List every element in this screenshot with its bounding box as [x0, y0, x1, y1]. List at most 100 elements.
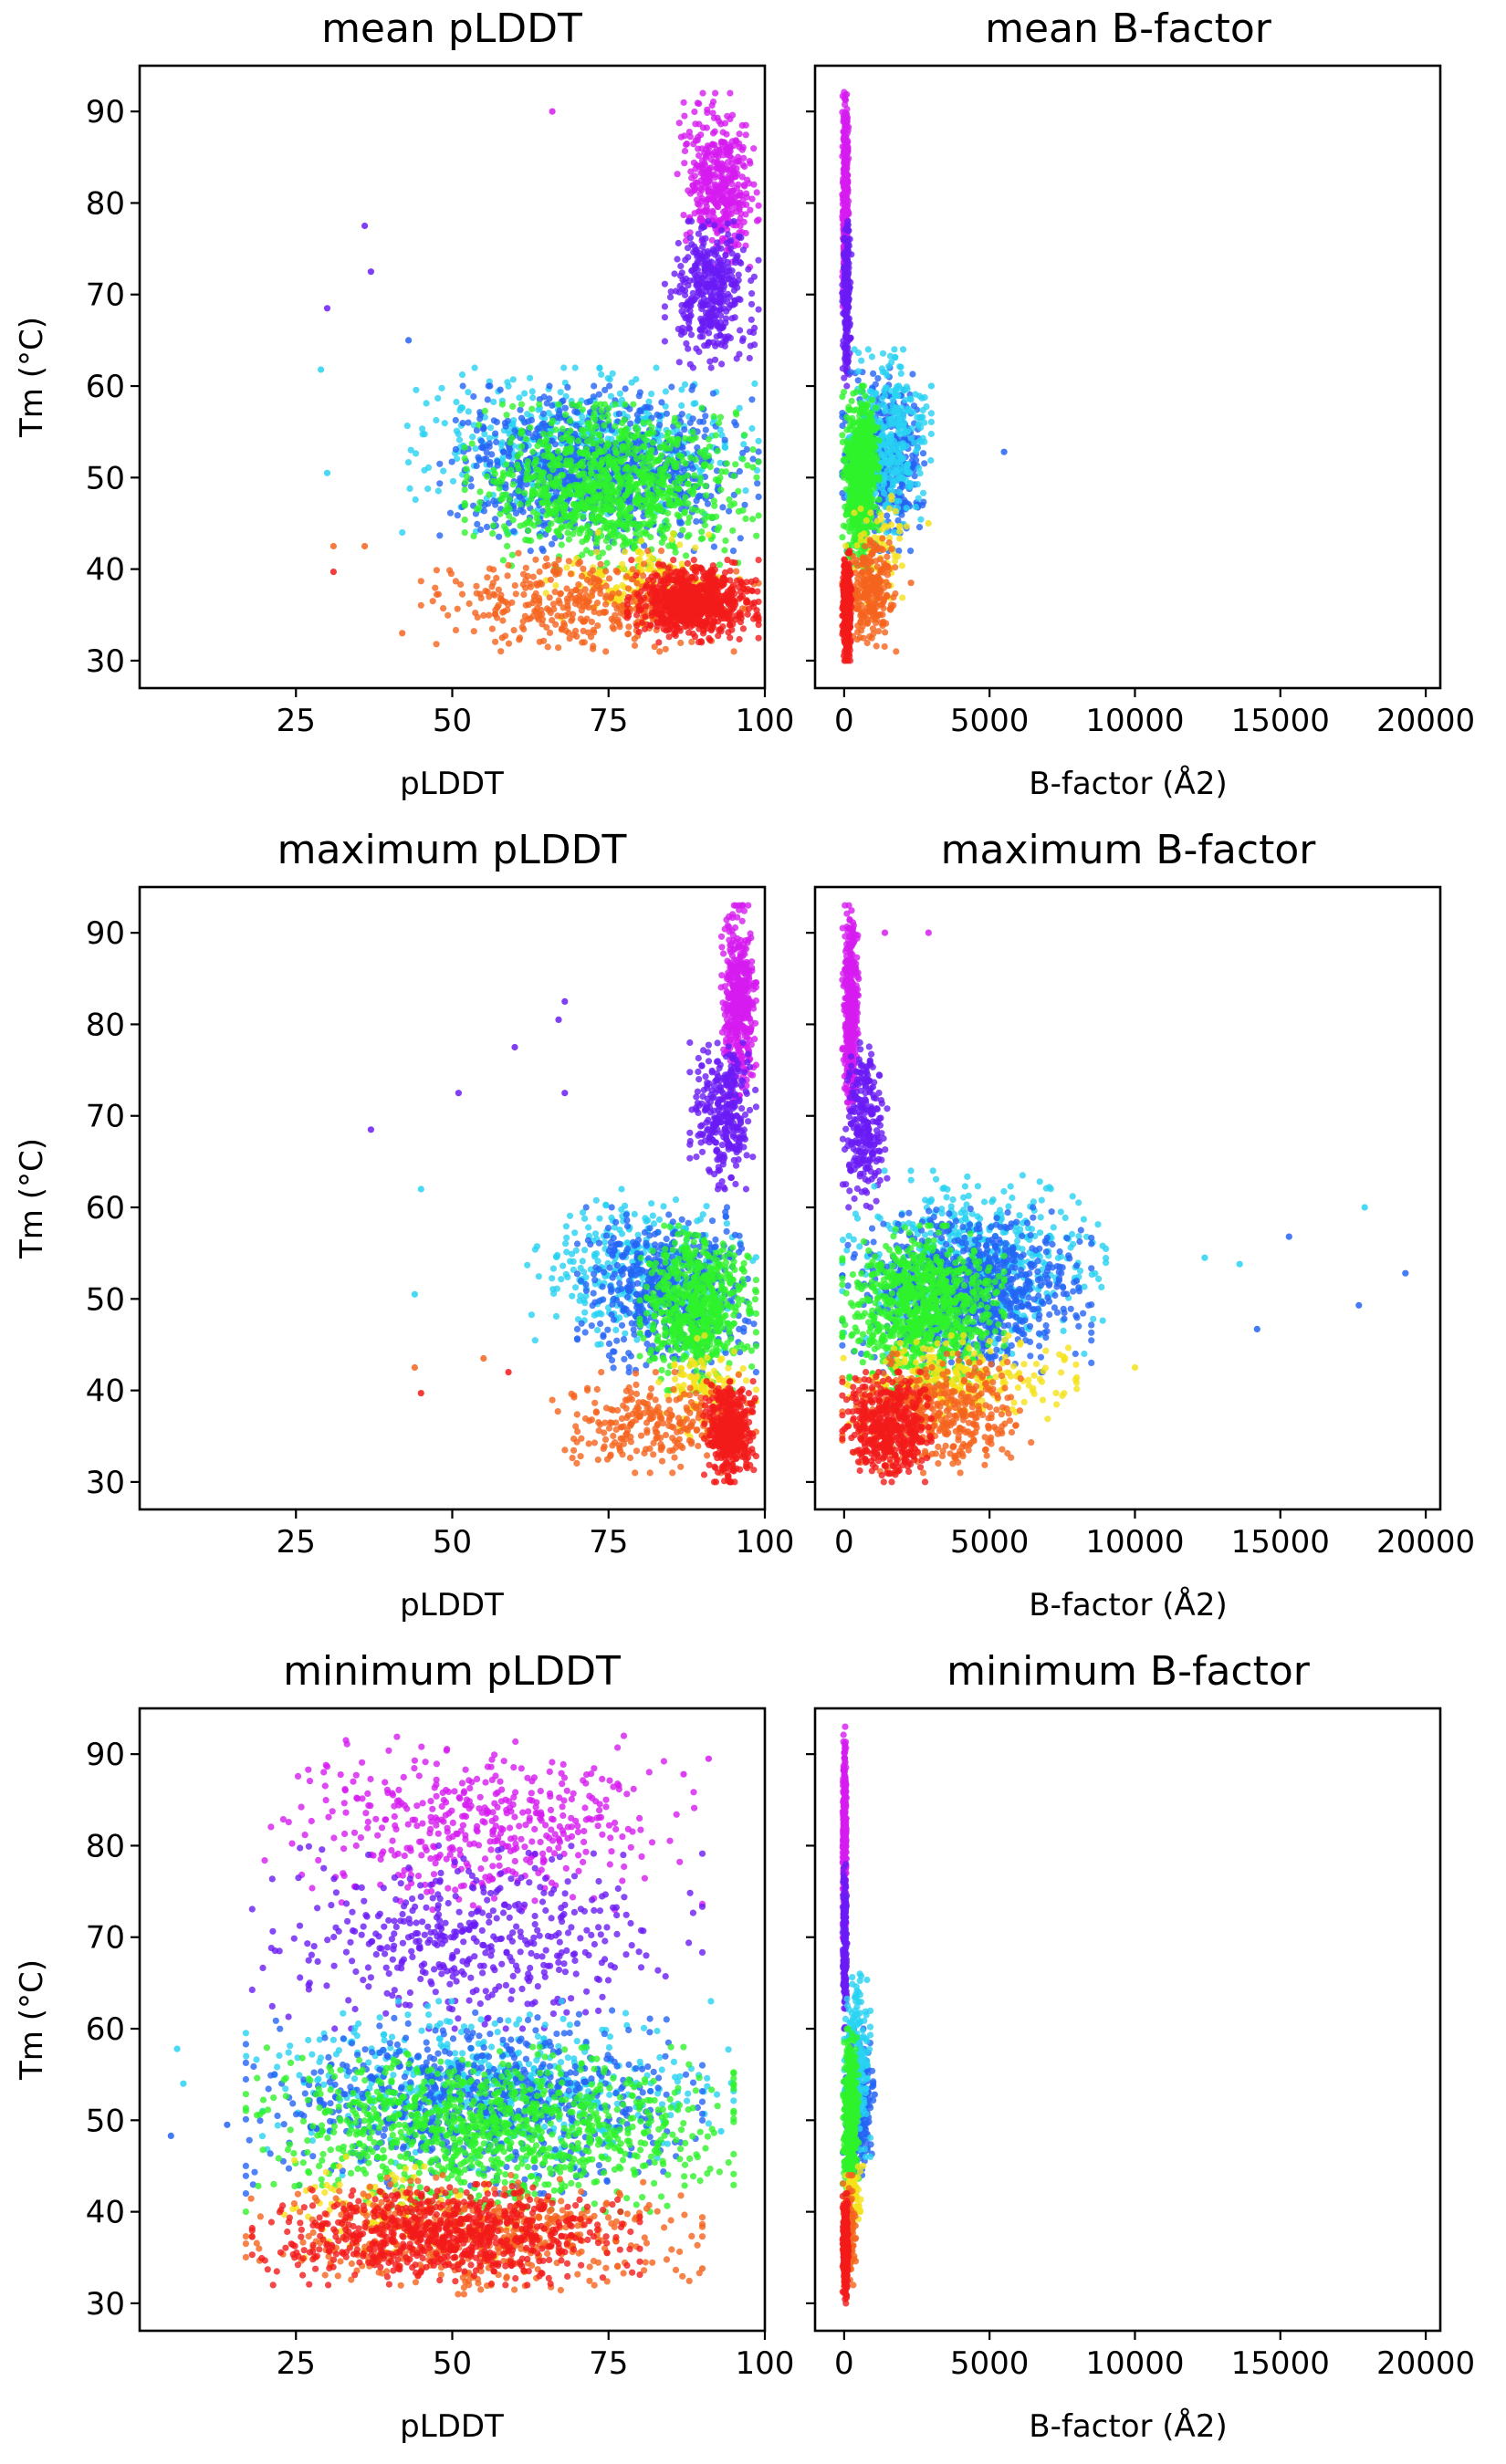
scatter-point: [498, 634, 506, 642]
scatter-point: [706, 634, 713, 642]
scatter-point: [589, 567, 597, 574]
scatter-point: [711, 171, 719, 178]
scatter-point: [674, 511, 681, 518]
scatter-point: [361, 222, 369, 230]
scatter-point: [424, 464, 433, 471]
scatter-point: [755, 493, 762, 501]
scatter-point: [521, 612, 529, 620]
scatter-point: [525, 418, 532, 425]
scatter-point: [658, 399, 665, 406]
scatter-point: [643, 502, 650, 509]
scatter-point: [522, 564, 529, 571]
scatter-point: [678, 453, 685, 460]
scatter-point: [705, 186, 712, 193]
scatter-point: [611, 525, 618, 532]
scatter-point: [570, 500, 578, 507]
scatter-point: [476, 422, 483, 429]
scatter-point: [736, 595, 743, 602]
scatter-points: [318, 89, 762, 655]
scatter-point: [673, 460, 681, 467]
scatter-point: [706, 584, 714, 591]
scatter-point: [612, 423, 619, 430]
scatter-point: [747, 206, 754, 214]
scatter-point: [722, 251, 729, 258]
scatter-point: [699, 124, 707, 131]
scatter-point: [844, 189, 852, 196]
scatter-point: [512, 509, 520, 517]
scatter-point: [730, 287, 738, 294]
scatter-point: [602, 648, 610, 655]
scatter-point: [750, 145, 758, 152]
scatter-point: [548, 520, 555, 527]
scatter-point: [733, 165, 740, 172]
scatter-point: [613, 450, 621, 457]
scatter-point: [727, 568, 734, 575]
scatter-point: [486, 491, 493, 498]
scatter-point: [543, 605, 551, 612]
scatter-point: [845, 123, 852, 131]
scatter-point: [473, 462, 480, 470]
scatter-point: [742, 121, 749, 129]
scatter-point: [505, 561, 512, 569]
scatter-point: [642, 403, 649, 411]
scatter-point: [526, 475, 534, 483]
scatter-point: [590, 429, 597, 436]
scatter-point: [671, 492, 678, 499]
scatter-point: [630, 401, 637, 408]
scatter-point: [705, 339, 712, 347]
scatter-point: [452, 416, 459, 424]
scatter-point: [710, 543, 718, 550]
scatter-point: [502, 485, 509, 492]
scatter-point: [605, 459, 612, 466]
scatter-point: [725, 275, 733, 282]
scatter-point: [560, 504, 567, 511]
scatter-point: [565, 629, 572, 637]
scatter-point: [699, 610, 706, 617]
scatter-point: [549, 402, 556, 409]
scatter-point: [670, 584, 677, 591]
scatter-point: [698, 305, 706, 313]
scatter-point: [676, 541, 684, 548]
scatter-point: [714, 239, 721, 246]
scatter-point: [661, 444, 668, 451]
scatter-point: [564, 383, 571, 391]
scatter-point: [536, 401, 543, 408]
scatter-point: [677, 639, 685, 647]
scatter-point: [604, 374, 612, 381]
scatter-point: [539, 410, 548, 417]
scatter-point: [681, 147, 689, 155]
scatter-point: [698, 566, 706, 573]
scatter-point: [590, 604, 597, 611]
scatter-point: [716, 420, 723, 427]
scatter-point: [550, 501, 559, 508]
scatter-point: [504, 417, 511, 424]
scatter-point: [625, 623, 633, 631]
scatter-point: [671, 270, 678, 277]
scatter-point: [841, 89, 848, 96]
scatter-point: [634, 556, 642, 564]
scatter-point: [458, 590, 466, 598]
scatter-point: [449, 477, 457, 485]
scatter-point: [572, 465, 580, 474]
scatter-point: [604, 473, 612, 481]
scatter-point: [714, 270, 721, 277]
scatter-point: [524, 458, 531, 465]
scatter-point: [433, 641, 440, 648]
scatter-point: [587, 579, 594, 586]
scatter-point: [440, 467, 447, 475]
scatter-point: [441, 420, 448, 427]
scatter-point: [567, 570, 575, 578]
scatter-point: [490, 522, 497, 529]
x-tick-label: 75: [589, 703, 628, 739]
scatter-point: [715, 244, 722, 252]
scatter-point: [580, 489, 587, 496]
scatter-point: [413, 386, 420, 393]
scatter-point: [747, 160, 754, 167]
scatter-point: [705, 265, 712, 272]
scatter-point: [564, 529, 571, 537]
scatter-point: [458, 371, 466, 379]
scatter-point: [709, 110, 716, 117]
scatter-point: [648, 391, 655, 398]
scatter-point: [628, 538, 636, 546]
scatter-point: [690, 400, 697, 407]
